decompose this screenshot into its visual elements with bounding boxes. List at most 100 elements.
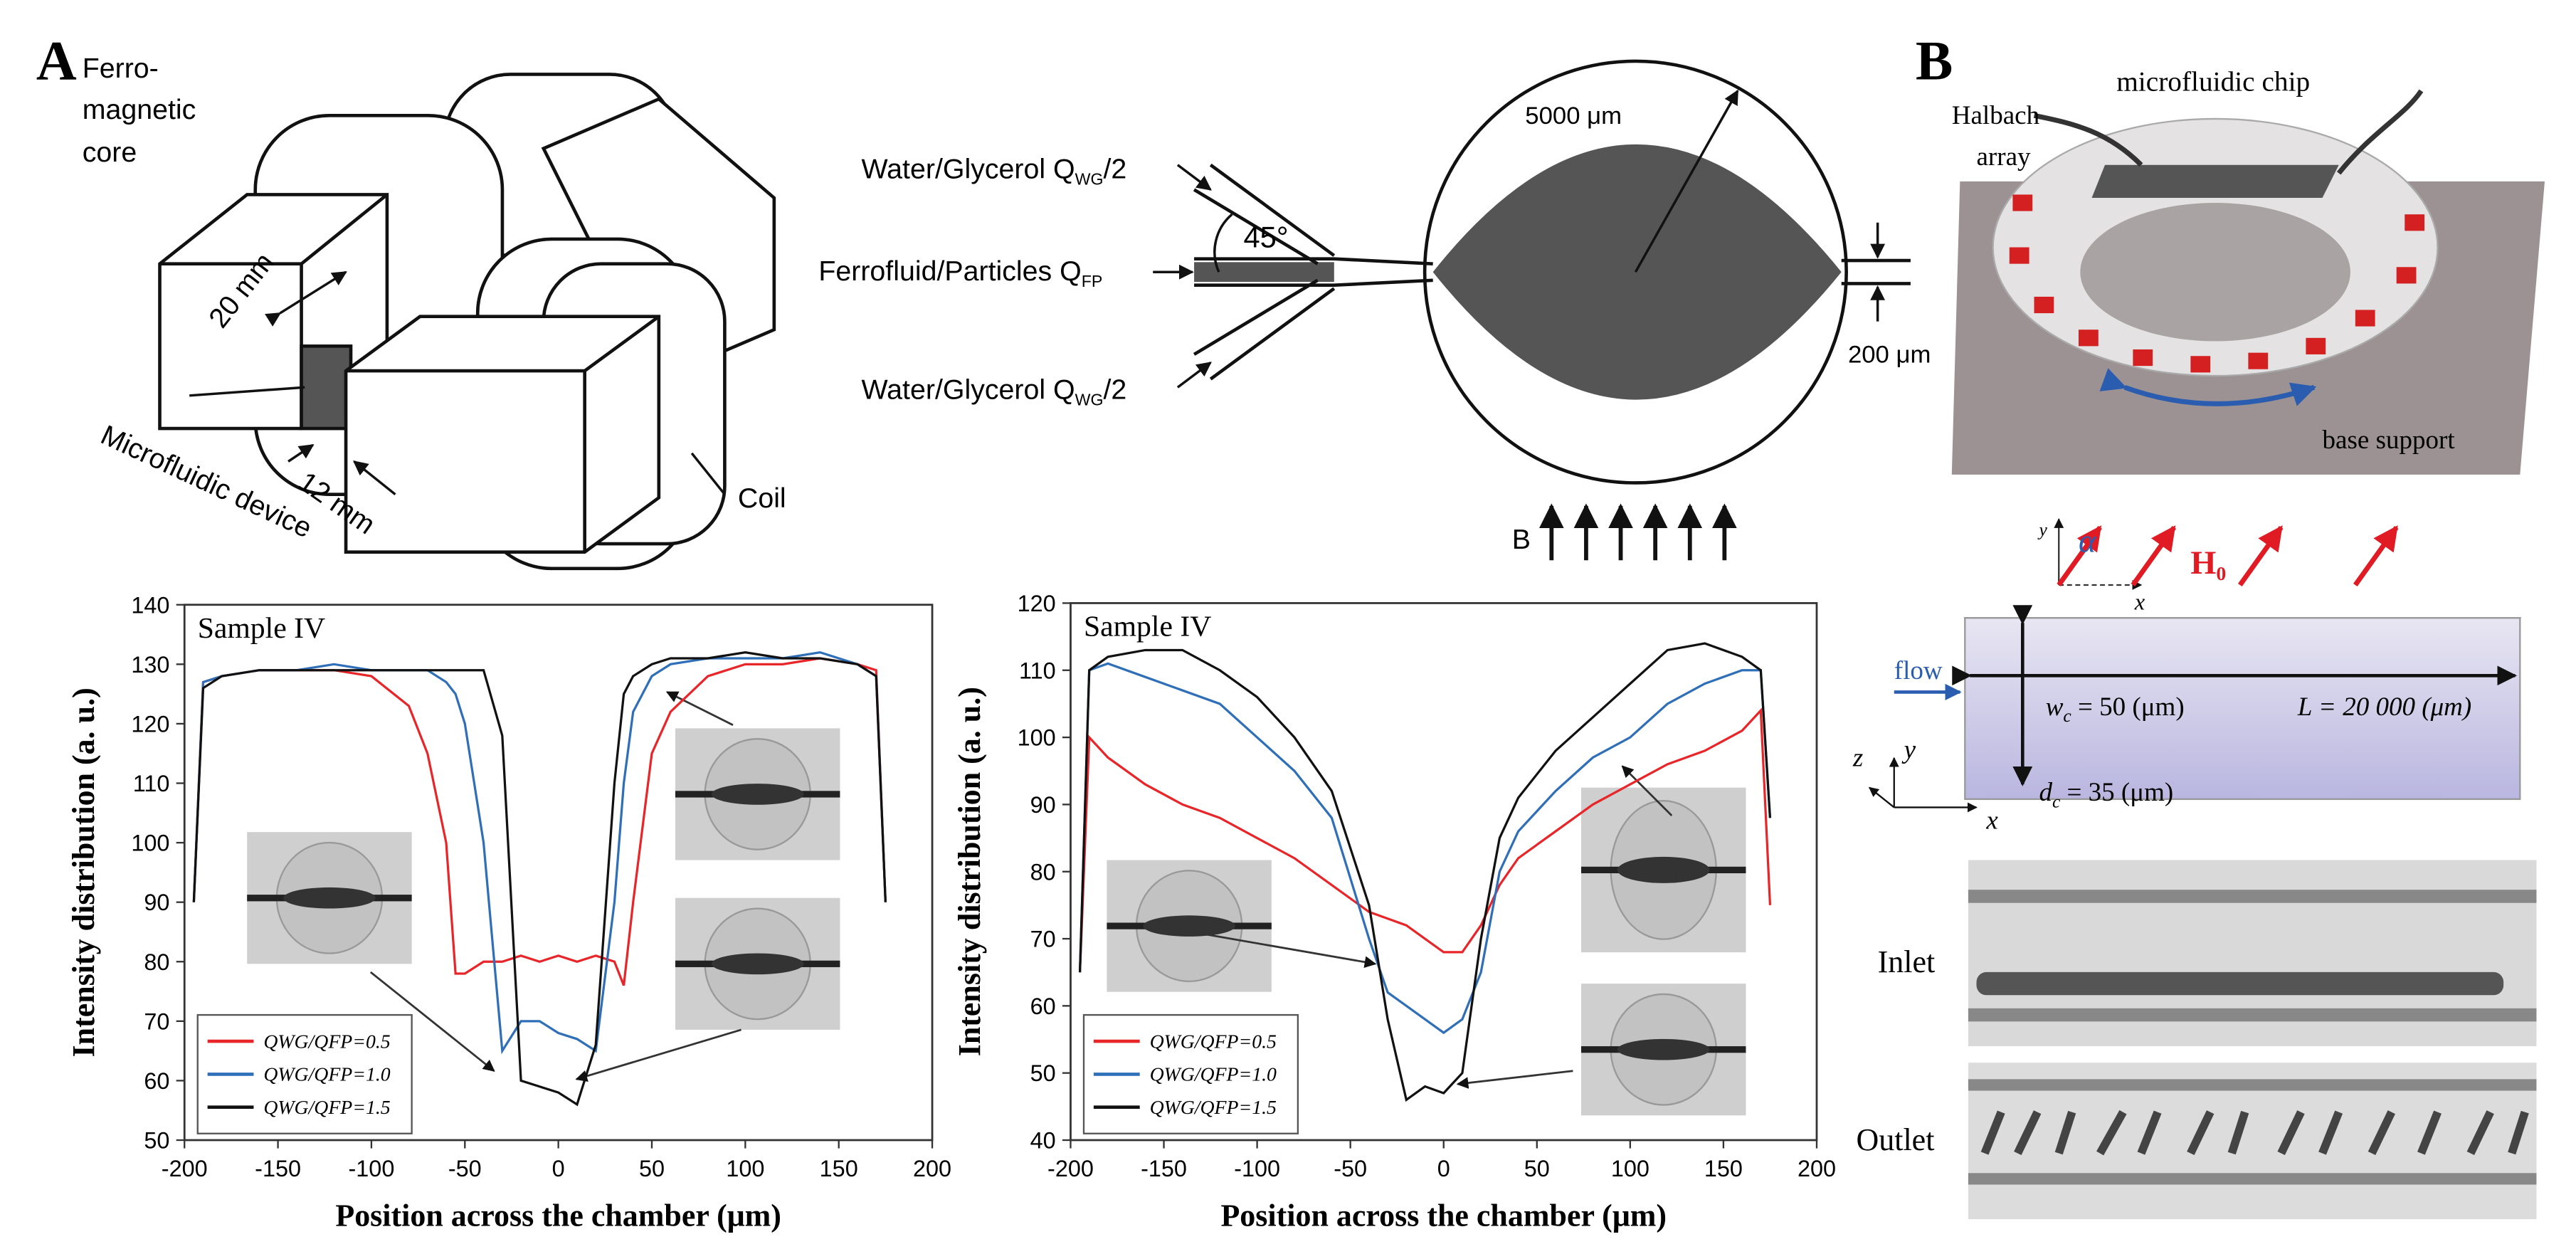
chart-title: Sample IV bbox=[198, 612, 325, 645]
annotation-arrow bbox=[575, 1028, 741, 1082]
y-tick-label: 40 bbox=[1030, 1128, 1056, 1154]
data-line bbox=[1078, 662, 1772, 1035]
y-tick-label: 130 bbox=[131, 652, 169, 678]
y-tick-label: 90 bbox=[1030, 792, 1056, 818]
inset-lens bbox=[1143, 915, 1235, 937]
x-tick-label: 0 bbox=[552, 1156, 565, 1181]
inset-lens bbox=[283, 887, 376, 909]
data-line bbox=[192, 650, 887, 1107]
label: 45° bbox=[1244, 220, 1289, 253]
ring-hole bbox=[2080, 202, 2350, 342]
channel-wall bbox=[1968, 1008, 2537, 1022]
label: Outlet bbox=[1857, 1122, 1935, 1157]
x-axis-label: Position across the chamber (μm) bbox=[1220, 1198, 1667, 1233]
label-text: H bbox=[2190, 545, 2216, 581]
label: L = 20 000 (μm) bbox=[2297, 692, 2471, 722]
axis-letter: z bbox=[1852, 744, 1863, 773]
particle-chain bbox=[1976, 971, 2504, 996]
label: flow bbox=[1894, 656, 1943, 685]
chip bbox=[2091, 164, 2339, 199]
y-tick-label: 100 bbox=[131, 831, 169, 856]
inset-image bbox=[675, 728, 840, 860]
label-text: = 50 (μm) bbox=[2071, 692, 2185, 722]
channel-box bbox=[1964, 617, 2521, 801]
subscript: 0 bbox=[2216, 563, 2226, 585]
dimension-arrow bbox=[265, 270, 347, 327]
x-tick-label: -200 bbox=[1047, 1156, 1094, 1181]
device bbox=[300, 344, 353, 431]
label-text: /2 bbox=[1103, 153, 1126, 184]
y-tick-label: 110 bbox=[1019, 658, 1056, 683]
subscript: WG bbox=[1075, 391, 1104, 409]
legend-label: QWG/QFP=1.5 bbox=[1150, 1097, 1277, 1119]
y-tick-label: 90 bbox=[144, 890, 169, 915]
y-tick-label: 120 bbox=[1018, 591, 1056, 616]
y-tick-label: 80 bbox=[144, 949, 169, 975]
inset-image bbox=[1107, 860, 1272, 992]
label-text: Ferrofluid/Particles Q bbox=[818, 255, 1081, 287]
label: Halbach bbox=[1952, 101, 2040, 130]
tubing bbox=[2033, 89, 2424, 175]
channel-schematic bbox=[1868, 518, 2522, 813]
inset-lens bbox=[711, 953, 804, 975]
label-text: d bbox=[2039, 778, 2052, 807]
particles bbox=[1980, 1110, 2529, 1156]
dimension-arrow bbox=[353, 460, 396, 496]
ferrofluid-lens bbox=[1432, 144, 1842, 400]
x-tick-label: -150 bbox=[1141, 1156, 1187, 1181]
x-tick-label: -100 bbox=[1234, 1156, 1280, 1181]
inset-image bbox=[675, 897, 840, 1030]
annotation-arrow bbox=[369, 971, 495, 1072]
chamber bbox=[1422, 59, 1848, 485]
data-line bbox=[192, 650, 887, 1055]
inset-image bbox=[247, 832, 412, 964]
field-arrow bbox=[2238, 525, 2284, 586]
inset-lens bbox=[1617, 856, 1710, 883]
legend-label: QWG/QFP=0.5 bbox=[1150, 1031, 1277, 1053]
x-axis-label: Position across the chamber (μm) bbox=[335, 1198, 781, 1233]
dimension-arrow bbox=[287, 443, 315, 463]
x-tick-label: 100 bbox=[1611, 1156, 1649, 1181]
legend-label: QWG/QFP=0.5 bbox=[263, 1031, 390, 1053]
channel-wall bbox=[1968, 1173, 2537, 1185]
label: Inlet bbox=[1878, 944, 1936, 979]
core-edge bbox=[346, 315, 660, 552]
subscript: WG bbox=[1075, 170, 1104, 189]
panel-label: A bbox=[36, 30, 77, 92]
core-block bbox=[344, 315, 661, 554]
annotation-arrow bbox=[1456, 1070, 1573, 1089]
y-tick-label: 60 bbox=[1030, 994, 1056, 1019]
subscript: c bbox=[2063, 705, 2071, 726]
channel-wall bbox=[1968, 1079, 2537, 1091]
y-tick-label: 110 bbox=[133, 771, 170, 796]
label: Water/Glycerol QWG/2 bbox=[862, 374, 1127, 409]
label: 200 μm bbox=[1848, 342, 1931, 369]
field-arrow bbox=[2057, 525, 2102, 586]
chamber-drawing bbox=[1153, 59, 1911, 561]
label-text: Water/Glycerol Q bbox=[862, 153, 1075, 184]
annotation-arrow bbox=[665, 691, 734, 726]
x-tick-label: -50 bbox=[1334, 1156, 1367, 1181]
x-tick-label: 0 bbox=[1437, 1156, 1450, 1181]
x-tick-label: -50 bbox=[448, 1156, 482, 1181]
label: B bbox=[1512, 524, 1531, 555]
data-line bbox=[1078, 707, 1772, 973]
y-tick-label: 100 bbox=[1018, 725, 1056, 751]
axis-letter: y bbox=[1901, 735, 1916, 764]
y-axis-label: Intensity distribution (a. u.) bbox=[952, 687, 987, 1056]
label: base support bbox=[2323, 426, 2456, 455]
label-text: w bbox=[2046, 692, 2064, 722]
subscript: FP bbox=[1082, 272, 1103, 290]
field-arrows bbox=[1538, 503, 1737, 561]
charts: -200 -150 -100 -50 0 50 100 150 200 50 60 70 80 90 100… bbox=[66, 591, 1836, 1233]
label: magnetic bbox=[83, 94, 196, 125]
annotation-arrow bbox=[1186, 929, 1377, 968]
micrographs bbox=[1968, 860, 2537, 1220]
magnet-drawing bbox=[158, 73, 776, 571]
halbach-drawing bbox=[1951, 89, 2545, 475]
axis bbox=[1868, 786, 1895, 808]
y-tick-label: 70 bbox=[1030, 927, 1056, 952]
label: Ferro- bbox=[83, 53, 159, 84]
inset-image bbox=[1580, 984, 1746, 1116]
